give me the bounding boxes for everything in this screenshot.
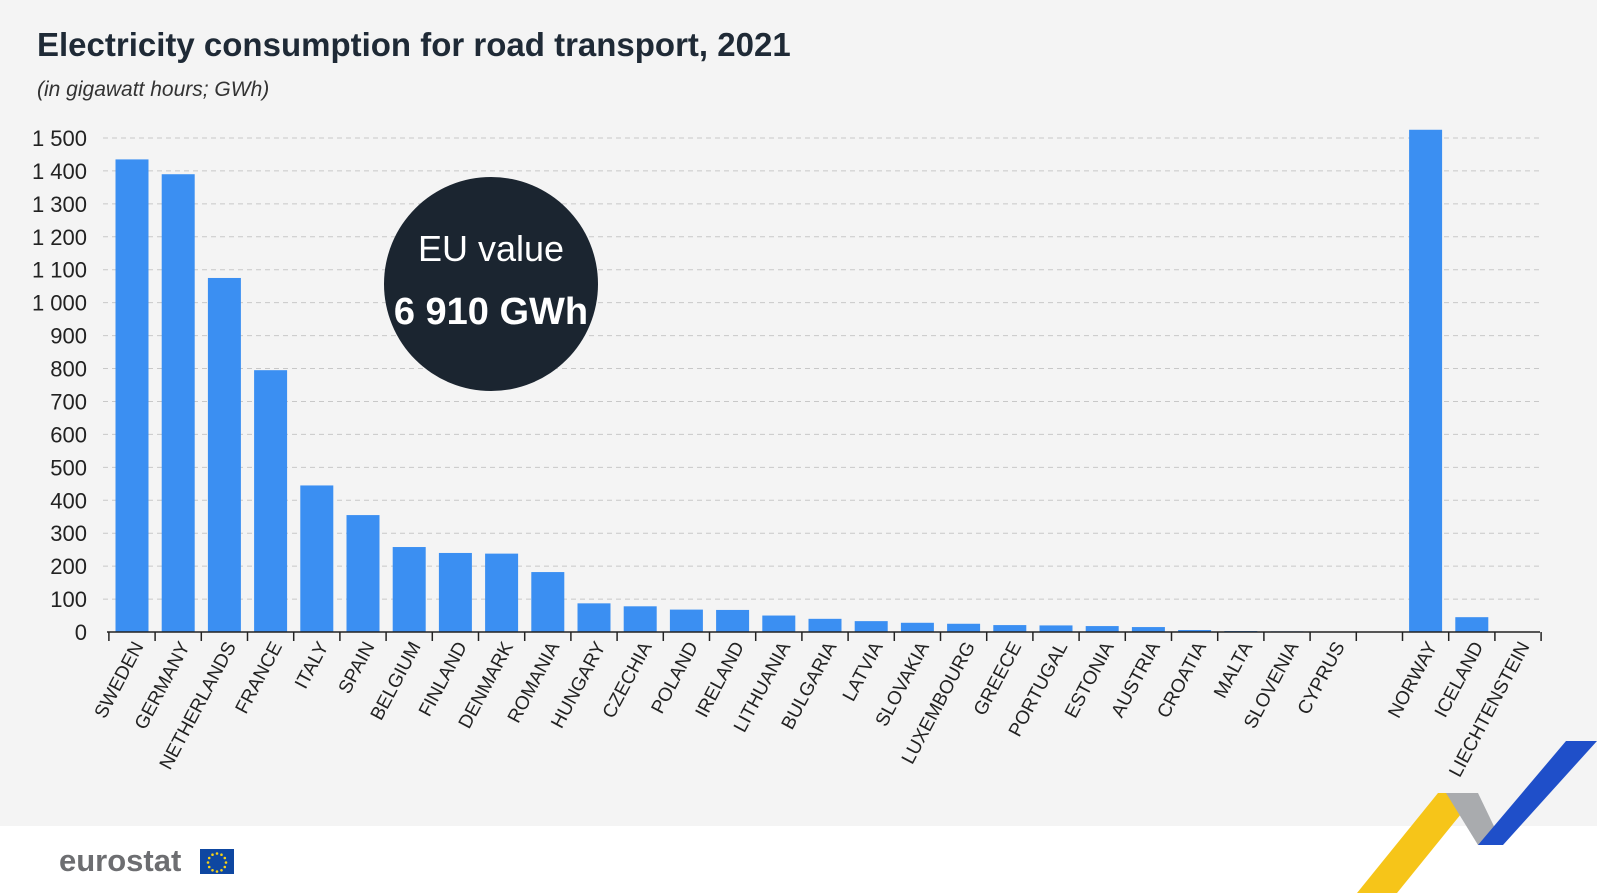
footer-band — [0, 826, 1597, 893]
bar-slovakia — [900, 622, 934, 632]
y-tick-label: 1 000 — [32, 291, 87, 316]
bar-luxembourg — [947, 623, 981, 632]
bar-finland — [438, 552, 472, 632]
y-tick-label: 700 — [50, 389, 87, 414]
bar-norway — [1409, 129, 1443, 632]
y-axis-ticks: 0 100 200 300 400 500 600 700 800 900 1 000 1 100 1 … — [32, 126, 87, 645]
y-tick-label: 1 300 — [32, 192, 87, 217]
bar-denmark — [485, 553, 519, 632]
x-tick-label: SPAIN — [335, 638, 380, 697]
gridlines — [103, 137, 1540, 600]
bar-greece — [993, 625, 1027, 632]
eu-badge-circle — [384, 177, 598, 391]
eurostat-logo: eurostat — [59, 843, 234, 878]
bar-belgium — [392, 547, 426, 632]
x-tick-label: MALTA — [1210, 638, 1257, 702]
bar-iceland — [1455, 617, 1489, 632]
bar-poland — [669, 609, 703, 632]
eu-badge-value: 6 910 GWh — [394, 291, 588, 333]
bar-italy — [300, 485, 334, 632]
bar-estonia — [1085, 626, 1119, 632]
bars — [115, 129, 1489, 632]
y-tick-label: 600 — [50, 422, 87, 447]
bar-spain — [346, 515, 380, 632]
x-tick-label: FRANCE — [232, 638, 287, 717]
bar-czechia — [623, 606, 657, 632]
y-tick-label: 300 — [50, 521, 87, 546]
y-tick-label: 800 — [50, 357, 87, 382]
x-axis — [107, 631, 1542, 641]
eu-flag-icon — [200, 849, 234, 874]
y-tick-label: 1 500 — [32, 126, 87, 151]
y-tick-label: 200 — [50, 554, 87, 579]
bar-sweden — [115, 159, 149, 632]
x-tick-label: ITALY — [291, 638, 333, 692]
y-tick-label: 1 400 — [32, 159, 87, 184]
bar-croatia — [1178, 630, 1212, 632]
y-tick-label: 1 100 — [32, 258, 87, 283]
bar-france — [254, 370, 288, 632]
bar-netherlands — [207, 277, 241, 632]
x-tick-label: LATVIA — [839, 638, 888, 705]
y-tick-label: 100 — [50, 587, 87, 612]
chart-title: Electricity consumption for road transpo… — [37, 26, 791, 63]
y-tick-label: 400 — [50, 488, 87, 513]
eurostat-logo-text: eurostat — [59, 843, 181, 878]
bar-bulgaria — [808, 618, 842, 632]
bar-ireland — [716, 609, 750, 632]
eu-value-badge: EU value 6 910 GWh — [384, 177, 598, 391]
chart-subtitle: (in gigawatt hours; GWh) — [37, 78, 269, 101]
y-tick-label: 500 — [50, 455, 87, 480]
bar-lithuania — [762, 615, 796, 632]
y-tick-label: 0 — [75, 620, 87, 645]
decorative-ribbon — [1357, 741, 1597, 893]
y-tick-label: 1 200 — [32, 225, 87, 250]
bar-romania — [531, 572, 565, 632]
bar-germany — [161, 174, 195, 632]
bar-portugal — [1039, 625, 1073, 632]
eu-badge-label: EU value — [418, 228, 564, 269]
bar-hungary — [577, 603, 611, 632]
bar-austria — [1131, 627, 1165, 632]
bar-latvia — [854, 621, 888, 632]
y-tick-label: 900 — [50, 324, 87, 349]
